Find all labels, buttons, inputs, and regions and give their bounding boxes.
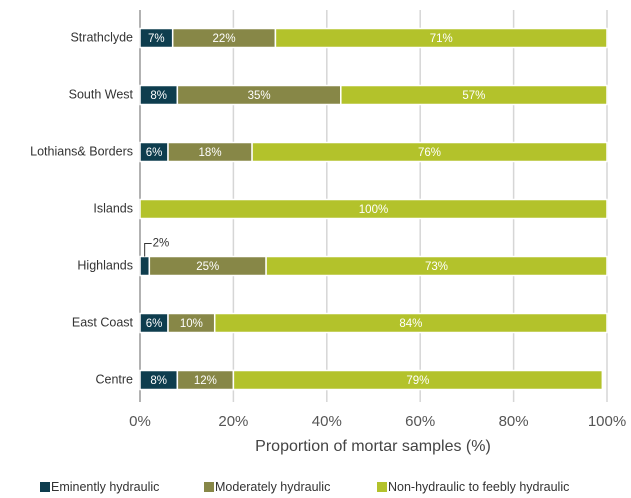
bar-segment bbox=[340, 84, 608, 106]
value-label: 6% bbox=[146, 318, 163, 330]
x-tick-label: 0% bbox=[129, 413, 151, 430]
legend-label: Non-hydraulic to feebly hydraulic bbox=[388, 480, 569, 494]
value-label: 73% bbox=[425, 261, 448, 273]
value-label: 71% bbox=[430, 33, 453, 45]
value-label: 6% bbox=[146, 147, 163, 159]
value-label: 22% bbox=[213, 33, 236, 45]
x-tick-label: 60% bbox=[405, 413, 435, 430]
x-tick-label: 40% bbox=[312, 413, 342, 430]
y-tick-label: South West bbox=[69, 87, 134, 101]
leader-line bbox=[144, 243, 152, 257]
x-axis-title: Proportion of mortar samples (%) bbox=[255, 438, 491, 455]
bar-segment bbox=[213, 312, 608, 334]
value-label: 18% bbox=[199, 147, 222, 159]
value-label: 10% bbox=[180, 318, 203, 330]
value-label: 8% bbox=[150, 375, 167, 387]
value-label: 7% bbox=[148, 33, 165, 45]
x-tick-label: 80% bbox=[499, 413, 529, 430]
bar-segment bbox=[139, 255, 151, 277]
y-tick-label: Centre bbox=[95, 372, 133, 386]
value-label: 100% bbox=[359, 204, 388, 216]
legend-swatch bbox=[377, 482, 387, 492]
bar-segment bbox=[265, 255, 608, 277]
y-tick-label: Lothians& Borders bbox=[30, 144, 133, 158]
legend-swatch bbox=[40, 482, 50, 492]
x-tick-label: 20% bbox=[218, 413, 248, 430]
value-label: 8% bbox=[150, 90, 167, 102]
value-label: 79% bbox=[406, 375, 429, 387]
y-tick-label: Highlands bbox=[77, 258, 133, 272]
y-tick-label: East Coast bbox=[72, 315, 134, 329]
legend-label: Moderately hydraulic bbox=[215, 480, 330, 494]
value-label: 35% bbox=[248, 90, 271, 102]
value-label: 25% bbox=[196, 261, 219, 273]
value-label: 12% bbox=[194, 375, 217, 387]
legend-swatch bbox=[204, 482, 214, 492]
bar-segment bbox=[232, 369, 604, 391]
bar-segment bbox=[251, 141, 608, 163]
legend-label: Eminently hydraulic bbox=[51, 480, 159, 494]
value-label: 76% bbox=[418, 147, 441, 159]
value-label: 57% bbox=[462, 90, 485, 102]
x-tick-label: 100% bbox=[588, 413, 626, 430]
y-tick-label: Strathclyde bbox=[70, 30, 133, 44]
bar-segment bbox=[274, 27, 608, 49]
value-label: 84% bbox=[399, 318, 422, 330]
bar-segment bbox=[139, 198, 608, 220]
y-tick-label: Islands bbox=[93, 201, 133, 215]
value-label: 2% bbox=[153, 238, 170, 250]
